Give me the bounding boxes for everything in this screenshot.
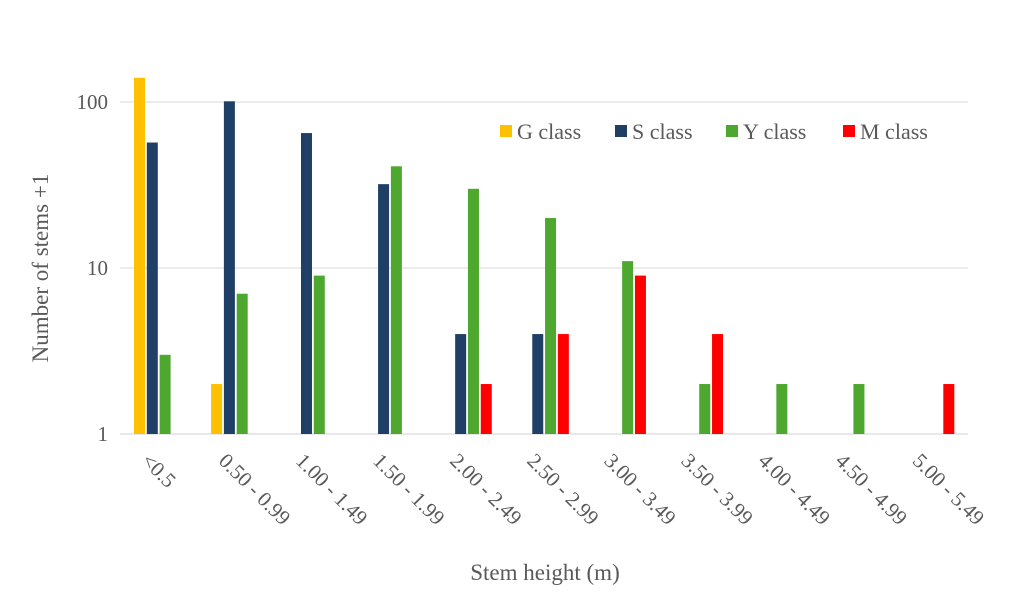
bar-y-class bbox=[853, 384, 865, 434]
legend-label: Y class bbox=[743, 119, 806, 144]
bars bbox=[134, 77, 955, 435]
bar-y-class bbox=[159, 354, 171, 434]
bar-g-class bbox=[211, 384, 223, 434]
bar-s-class bbox=[146, 142, 158, 434]
bar-s-class bbox=[378, 184, 390, 434]
y-tick-label: 10 bbox=[87, 256, 108, 280]
legend-label: G class bbox=[517, 119, 581, 144]
x-tick-label: 2.50 - 2.99 bbox=[522, 449, 603, 530]
x-tick-label: <0.5 bbox=[137, 449, 181, 493]
gridlines bbox=[120, 101, 968, 435]
y-tick-labels: 1 10 100 bbox=[77, 90, 109, 446]
legend-swatch bbox=[500, 125, 512, 137]
bar-m-class bbox=[634, 275, 646, 434]
x-tick-labels: <0.5 0.50 - 0.991.00 - 1.491.50 - 1.992.0… bbox=[137, 449, 989, 530]
bar-m-class bbox=[712, 334, 724, 434]
bar-y-class bbox=[545, 218, 557, 434]
x-tick-label: 3.50 - 3.99 bbox=[677, 449, 758, 530]
bar-y-class bbox=[776, 384, 788, 434]
bar-y-class bbox=[390, 166, 402, 434]
bar-s-class bbox=[532, 334, 544, 434]
legend-label: S class bbox=[632, 119, 693, 144]
bar-m-class bbox=[557, 334, 569, 434]
x-tick-label: 4.50 - 4.99 bbox=[831, 449, 912, 530]
bar-y-class bbox=[236, 293, 248, 434]
x-tick-label: 2.00 - 2.49 bbox=[445, 449, 526, 530]
x-tick-label: 5.00 - 5.49 bbox=[908, 449, 989, 530]
y-tick-label: 100 bbox=[77, 90, 109, 114]
y-tick-label: 1 bbox=[98, 422, 109, 446]
x-tick-label: 1.50 - 1.99 bbox=[368, 449, 449, 530]
x-axis-title: Stem height (m) bbox=[470, 560, 619, 585]
y-axis-title: Number of stems +1 bbox=[28, 174, 53, 363]
x-tick-label: 1.00 - 1.49 bbox=[291, 449, 372, 530]
legend-swatch bbox=[726, 125, 738, 137]
x-tick-label: 0.50 - 0.99 bbox=[214, 449, 295, 530]
legend: G class S class Y class M class bbox=[500, 119, 928, 144]
bar-y-class bbox=[699, 384, 711, 434]
x-tick-label: 4.00 - 4.49 bbox=[754, 449, 835, 530]
bar-m-class bbox=[480, 384, 492, 434]
legend-label: M class bbox=[860, 119, 928, 144]
legend-swatch bbox=[615, 125, 627, 137]
x-tick-label: 3.00 - 3.49 bbox=[600, 449, 681, 530]
bar-y-class bbox=[467, 188, 479, 434]
bar-m-class bbox=[943, 384, 955, 434]
bar-g-class bbox=[134, 77, 145, 435]
bar-s-class bbox=[223, 101, 235, 434]
bar-s-class bbox=[300, 133, 312, 434]
legend-swatch bbox=[843, 125, 855, 137]
bar-y-class bbox=[622, 261, 634, 434]
bar-y-class bbox=[313, 275, 325, 434]
bar-s-class bbox=[455, 334, 467, 434]
